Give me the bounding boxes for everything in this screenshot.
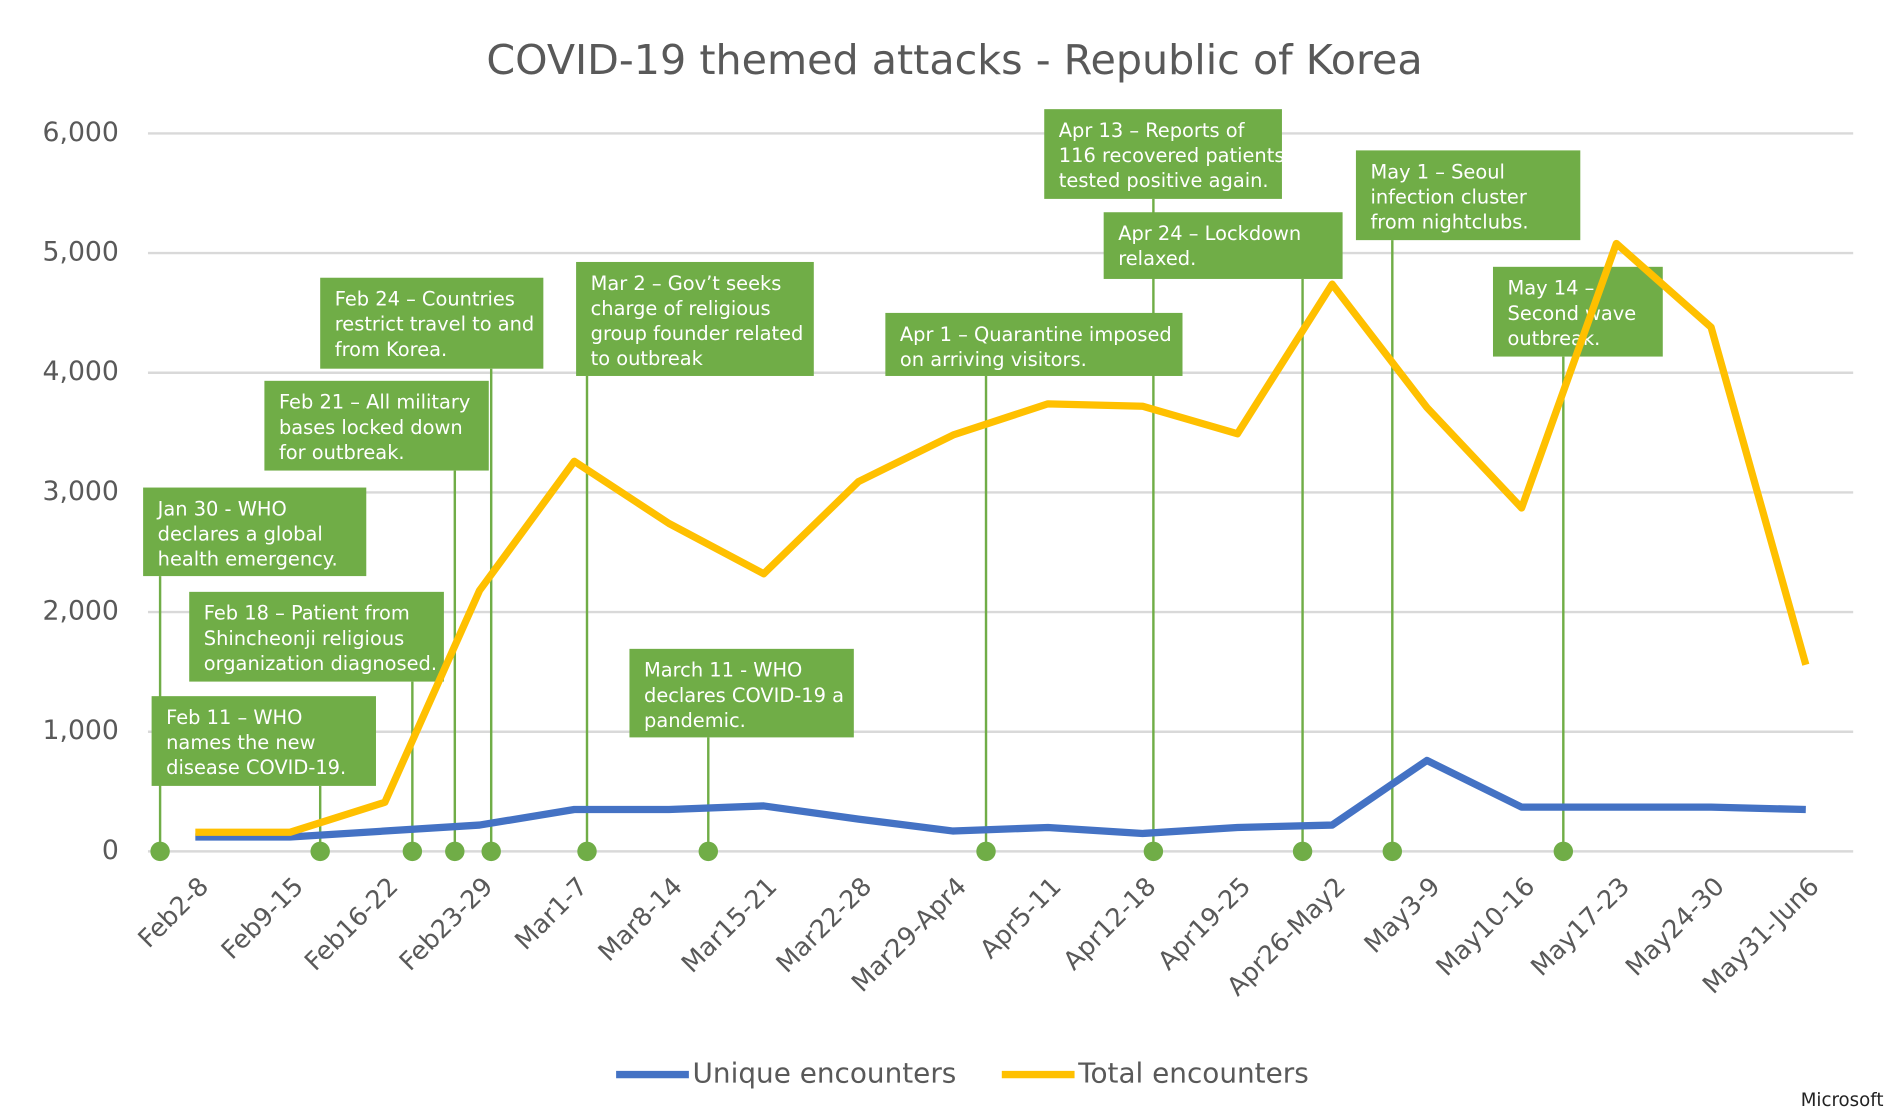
annotation-text: on arriving visitors. — [900, 348, 1087, 371]
annotation-text: charge of religious — [591, 297, 771, 320]
y-tick-label: 2,000 — [43, 596, 119, 627]
x-tick-label: Mar8-14 — [593, 872, 689, 968]
x-tick-label: May17-23 — [1525, 872, 1636, 983]
annotation-dot — [402, 841, 423, 862]
annotation-text: restrict travel to and — [335, 313, 535, 336]
annotation-text: bases locked down — [279, 416, 463, 439]
legend-label: Unique encounters — [693, 1057, 957, 1090]
annotation-box — [1044, 109, 1282, 199]
annotation-text: Apr 1 – Quarantine imposed — [900, 323, 1172, 346]
annotation-text: Jan 30 - WHO — [157, 497, 287, 520]
annotation-box — [264, 380, 489, 471]
annotation-box — [576, 261, 814, 376]
annotation-box — [320, 277, 544, 369]
series-line — [195, 756, 1806, 841]
x-tick-label: Apr5-11 — [974, 872, 1067, 965]
annotation-text: infection cluster — [1370, 185, 1526, 208]
x-tick-label: Apr12-18 — [1058, 872, 1163, 977]
annotation-text: Feb 24 – Countries — [335, 288, 515, 311]
source: Microsoft — [1801, 1090, 1884, 1111]
annotation-text: Apr 24 – Lockdown — [1118, 222, 1301, 245]
annotation-text: declares a global — [158, 523, 323, 546]
annotation-text: Feb 11 – WHO — [166, 706, 302, 729]
annotation-box — [189, 591, 444, 682]
annotation-text: Shincheonji religious — [204, 627, 404, 650]
y-tick-label: 4,000 — [43, 356, 119, 387]
annotation-box — [885, 312, 1183, 376]
annotation-dot — [698, 841, 718, 862]
annotation-text: health emergency. — [158, 548, 338, 571]
annotation-text: names the new — [166, 731, 315, 754]
annotation-text: to outbreak — [591, 347, 704, 370]
x-tick-label: Feb23-29 — [394, 872, 499, 977]
annotation-text: May 14 – — [1508, 277, 1595, 300]
x-tick-label: Feb9-15 — [216, 872, 310, 966]
annotation-dot — [577, 841, 597, 862]
annotation-text: Apr 13 – Reports of — [1059, 119, 1246, 142]
annotation-text: organization diagnosed. — [204, 652, 437, 675]
annotation-dot — [976, 841, 996, 862]
annotation-dot — [1292, 841, 1313, 862]
annotation-dot — [1382, 841, 1403, 862]
annotation-text: from nightclubs. — [1370, 210, 1528, 233]
x-tick-label: Mar15-21 — [676, 872, 783, 979]
annotation-text: Feb 18 – Patient from — [204, 602, 410, 625]
legend-label: Total encounters — [1077, 1057, 1309, 1090]
annotation-text: disease COVID-19. — [166, 756, 346, 779]
annotation-dot — [150, 841, 170, 862]
chart-title: COVID-19 themed attacks - Republic of Ko… — [486, 36, 1422, 84]
annotation-text: relaxed. — [1118, 247, 1196, 270]
annotation-text: group founder related — [591, 322, 804, 345]
annotation-dot — [481, 841, 501, 862]
annotation-text: May 1 – Seoul — [1370, 160, 1504, 183]
x-tick-label: May3-9 — [1359, 872, 1447, 960]
annotation-text: tested positive again. — [1059, 169, 1269, 192]
annotation-box — [629, 648, 854, 738]
annotation-box — [151, 696, 376, 786]
annotation-text: declares COVID-19 a — [644, 684, 844, 707]
annotation-dot — [1143, 841, 1164, 862]
y-tick-label: 0 — [102, 835, 119, 866]
annotation-text: 116 recovered patients — [1059, 144, 1285, 167]
annotation-box — [1103, 212, 1343, 279]
annotation-text: Mar 2 – Gov’t seeks — [591, 272, 782, 295]
annotation-text: Feb 21 – All military — [279, 391, 470, 414]
annotation-dot — [310, 841, 330, 862]
annotation-text: Second wave — [1508, 302, 1637, 325]
y-tick-label: 1,000 — [43, 715, 119, 746]
y-tick-label: 5,000 — [43, 237, 119, 268]
y-tick-label: 3,000 — [43, 476, 119, 507]
x-tick-label: Feb2-8 — [132, 872, 214, 954]
annotation-dot — [445, 841, 465, 862]
series-line — [195, 239, 1810, 836]
y-tick-label: 6,000 — [43, 117, 119, 148]
annotation-dot — [1553, 841, 1574, 862]
annotation-text: pandemic. — [644, 709, 746, 732]
annotation-box — [143, 487, 367, 577]
annotation-box — [1355, 150, 1581, 241]
x-tick-label: Feb16-22 — [299, 872, 404, 977]
annotation-text: from Korea. — [335, 338, 447, 361]
x-tick-label: Mar1-7 — [509, 872, 594, 957]
x-tick-label: May10-16 — [1430, 872, 1541, 983]
annotation-text: March 11 - WHO — [644, 659, 802, 682]
annotation-text: for outbreak. — [279, 441, 405, 464]
